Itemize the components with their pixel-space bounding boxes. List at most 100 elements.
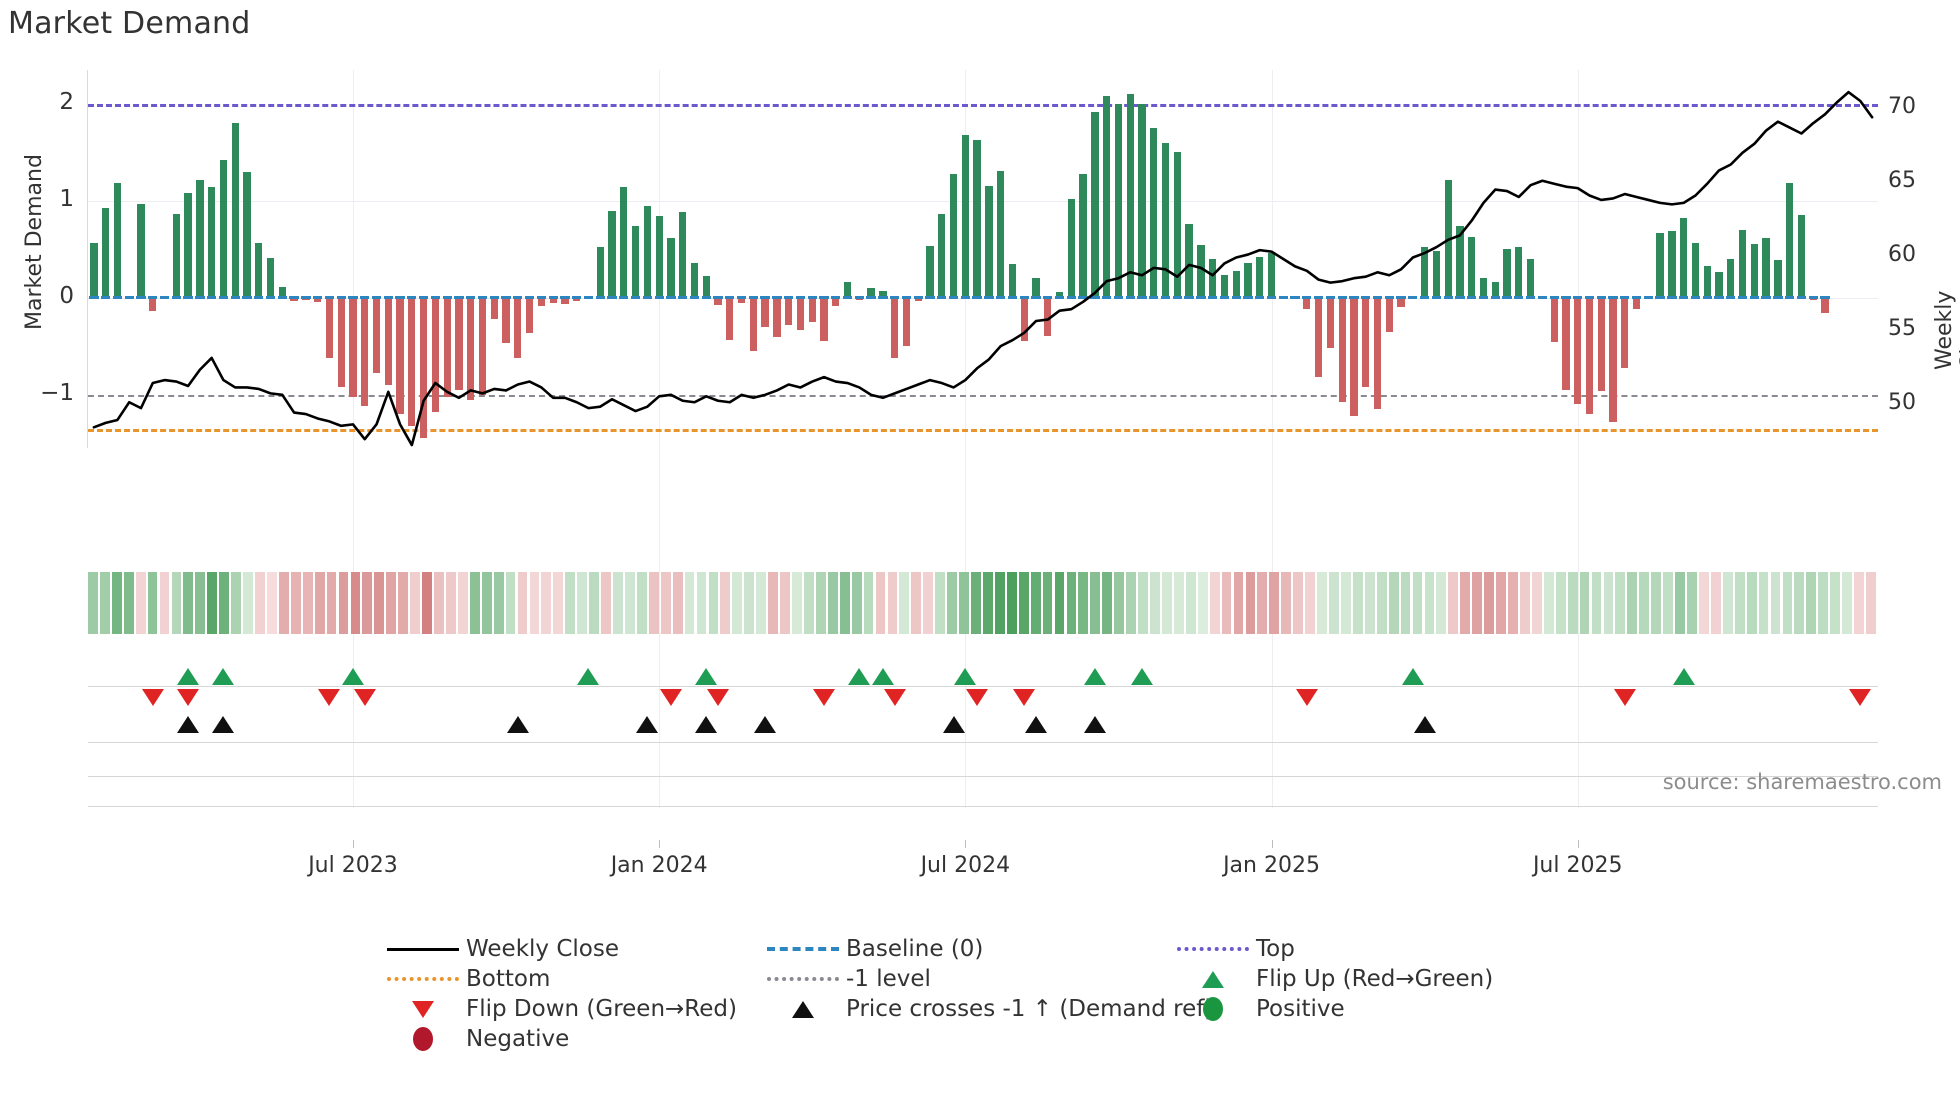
demand-bar — [1244, 262, 1252, 298]
legend-label: Price crosses -1 ↑ (Demand ref) — [846, 996, 1214, 1022]
heatstrip-cell — [565, 572, 576, 634]
baseline-tick — [1761, 296, 1771, 300]
price-cross-marker-icon — [636, 716, 659, 733]
price-cross-marker-icon — [506, 716, 529, 733]
x-axis-tickmark — [1577, 840, 1579, 848]
legend-item[interactable]: -1 level — [760, 960, 931, 998]
heatstrip-cell — [923, 572, 934, 634]
legend-item[interactable]: Flip Down (Green→Red) — [380, 990, 737, 1028]
baseline-tick — [1325, 296, 1336, 300]
page-title: Market Demand — [8, 6, 251, 41]
demand-bar — [997, 170, 1005, 298]
heatstrip-cell — [1245, 572, 1256, 634]
heatstrip-cell — [326, 572, 337, 634]
demand-bar — [679, 212, 687, 298]
baseline-tick — [289, 296, 299, 300]
baseline-tick — [383, 296, 393, 300]
baseline-tick — [1113, 296, 1124, 300]
legend-item[interactable]: Price crosses -1 ↑ (Demand ref) — [760, 990, 1213, 1028]
flip-down-marker-icon — [707, 689, 730, 706]
heatstrip-cell — [493, 572, 504, 634]
baseline-tick — [1372, 296, 1383, 300]
baseline-tick — [1820, 296, 1830, 300]
heatstrip-cell — [1472, 572, 1483, 634]
heatstrip-cell — [529, 572, 540, 634]
demand-bar — [231, 123, 239, 298]
demand-bar — [1067, 198, 1075, 298]
heatstrip-cell — [1806, 572, 1817, 634]
baseline-tick — [230, 296, 240, 300]
baseline-tick — [619, 296, 629, 300]
demand-bar — [949, 173, 958, 298]
demand-bar — [1103, 96, 1111, 298]
heatstrip-cell — [1746, 572, 1757, 634]
baseline-tick — [501, 296, 511, 300]
dotted-line-icon — [1170, 947, 1256, 951]
baseline-tick — [360, 296, 370, 300]
baseline-tick — [1561, 296, 1571, 300]
baseline-tick — [312, 296, 323, 300]
legend-item[interactable]: Flip Up (Red→Green) — [1170, 960, 1493, 998]
demand-bar — [773, 297, 781, 337]
heatstrip-cell — [792, 572, 802, 634]
demand-bar — [1420, 247, 1429, 298]
heatstrip-cell — [255, 572, 265, 634]
demand-bar — [690, 262, 699, 298]
heatstrip-cell — [1448, 572, 1459, 634]
demand-bar — [1786, 183, 1794, 298]
demand-bar — [243, 171, 251, 298]
legend-item[interactable]: Baseline (0) — [760, 930, 983, 968]
baseline-tick — [1785, 296, 1795, 300]
demand-bar — [1220, 274, 1229, 298]
demand-bar — [1079, 173, 1087, 298]
baseline-tick — [1290, 296, 1300, 300]
baseline-tick — [513, 296, 523, 300]
baseline-tick — [1196, 296, 1206, 300]
heatstrip-cell — [983, 572, 993, 634]
heatstrip-cell — [1066, 572, 1077, 634]
demand-bar — [714, 297, 722, 305]
legend-item[interactable]: Bottom — [380, 960, 550, 998]
dotted-line-icon — [760, 977, 846, 981]
demand-bar — [361, 297, 369, 407]
baseline-tick — [112, 296, 123, 300]
legend-item[interactable]: Negative — [380, 1020, 569, 1058]
demand-bar — [1656, 232, 1664, 298]
demand-bar — [113, 183, 122, 298]
legend-label: Weekly Close — [466, 936, 619, 962]
demand-bar — [1632, 297, 1641, 310]
flip-down-marker-icon — [318, 689, 341, 706]
demand-bar — [702, 276, 710, 298]
triangle-up-icon — [760, 1000, 846, 1018]
baseline-tick — [1349, 296, 1359, 300]
baseline-tick — [265, 296, 276, 300]
heatstrip-cell — [720, 572, 731, 634]
baseline-tick — [1478, 296, 1489, 300]
legend-item[interactable]: Positive — [1170, 990, 1345, 1028]
heatstrip-cell — [422, 572, 432, 634]
gridline — [88, 200, 1878, 202]
legend-symbol — [387, 977, 459, 981]
heatstrip-cell — [756, 572, 767, 634]
heatstrip-cell — [1579, 572, 1590, 634]
demand-bar — [1821, 297, 1829, 314]
heatstrip-cell — [1329, 572, 1339, 634]
legend-symbol — [412, 1000, 434, 1018]
legend-label: Top — [1256, 936, 1295, 962]
baseline-tick — [595, 296, 605, 300]
demand-bar — [478, 297, 487, 395]
demand-bar — [1303, 297, 1311, 310]
legend-symbol — [792, 1000, 814, 1018]
baseline-tick — [1749, 296, 1759, 300]
legend-item[interactable]: Top — [1170, 930, 1295, 968]
demand-bar — [372, 297, 381, 374]
demand-bar — [137, 203, 145, 298]
heatstrip-cell — [899, 572, 910, 634]
demand-bar — [1397, 297, 1405, 308]
flip-down-marker-icon — [353, 689, 376, 706]
legend-symbol — [1202, 970, 1224, 988]
baseline-tick — [1643, 296, 1653, 300]
heatstrip-cell — [935, 572, 946, 634]
legend-item[interactable]: Weekly Close — [380, 930, 619, 968]
baseline-tick — [1455, 296, 1465, 300]
